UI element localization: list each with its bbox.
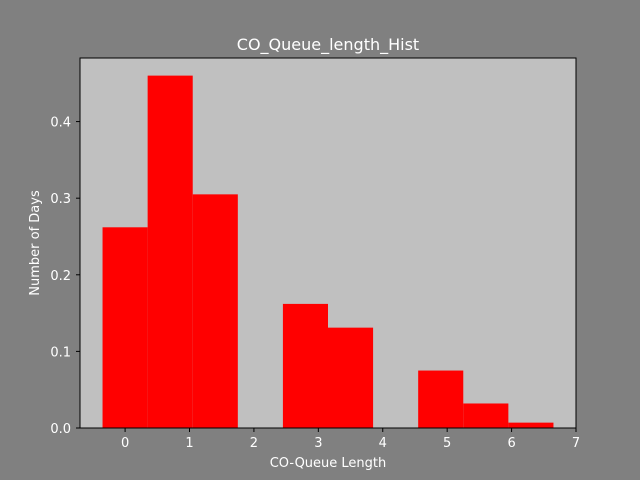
x-tick-label: 2	[250, 436, 258, 451]
x-axis: 0 1 2 3 4 5 6 7	[121, 428, 580, 451]
chart-title: CO_Queue_length_Hist	[237, 35, 419, 55]
x-tick-label: 7	[572, 436, 580, 451]
histogram-bar	[147, 75, 193, 428]
histogram-bar	[102, 227, 148, 428]
histogram-bar	[282, 303, 328, 428]
y-tick-label: 0.4	[50, 116, 71, 131]
x-tick-label: 5	[443, 436, 451, 451]
x-tick-label: 1	[185, 436, 193, 451]
histogram-bar	[418, 370, 464, 428]
x-axis-label: CO-Queue Length	[270, 456, 387, 471]
plot-area-frame	[79, 57, 577, 429]
y-axis: 0.0 0.1 0.2 0.3 0.4	[50, 116, 80, 437]
y-tick-label: 0.1	[50, 345, 71, 360]
x-tick-label: 6	[507, 436, 515, 451]
histogram-bar	[463, 403, 509, 428]
x-tick-label: 0	[121, 436, 129, 451]
y-axis-label: Number of Days	[28, 190, 43, 296]
y-tick-label: 0.2	[50, 269, 71, 284]
histogram-bar	[328, 327, 374, 428]
y-tick-label: 0.0	[50, 422, 71, 437]
histogram-bar	[192, 194, 238, 428]
bars-group	[102, 75, 554, 428]
y-tick-label: 0.3	[50, 192, 71, 207]
x-tick-label: 4	[379, 436, 387, 451]
x-tick-label: 3	[314, 436, 322, 451]
histogram-bar	[508, 422, 554, 428]
